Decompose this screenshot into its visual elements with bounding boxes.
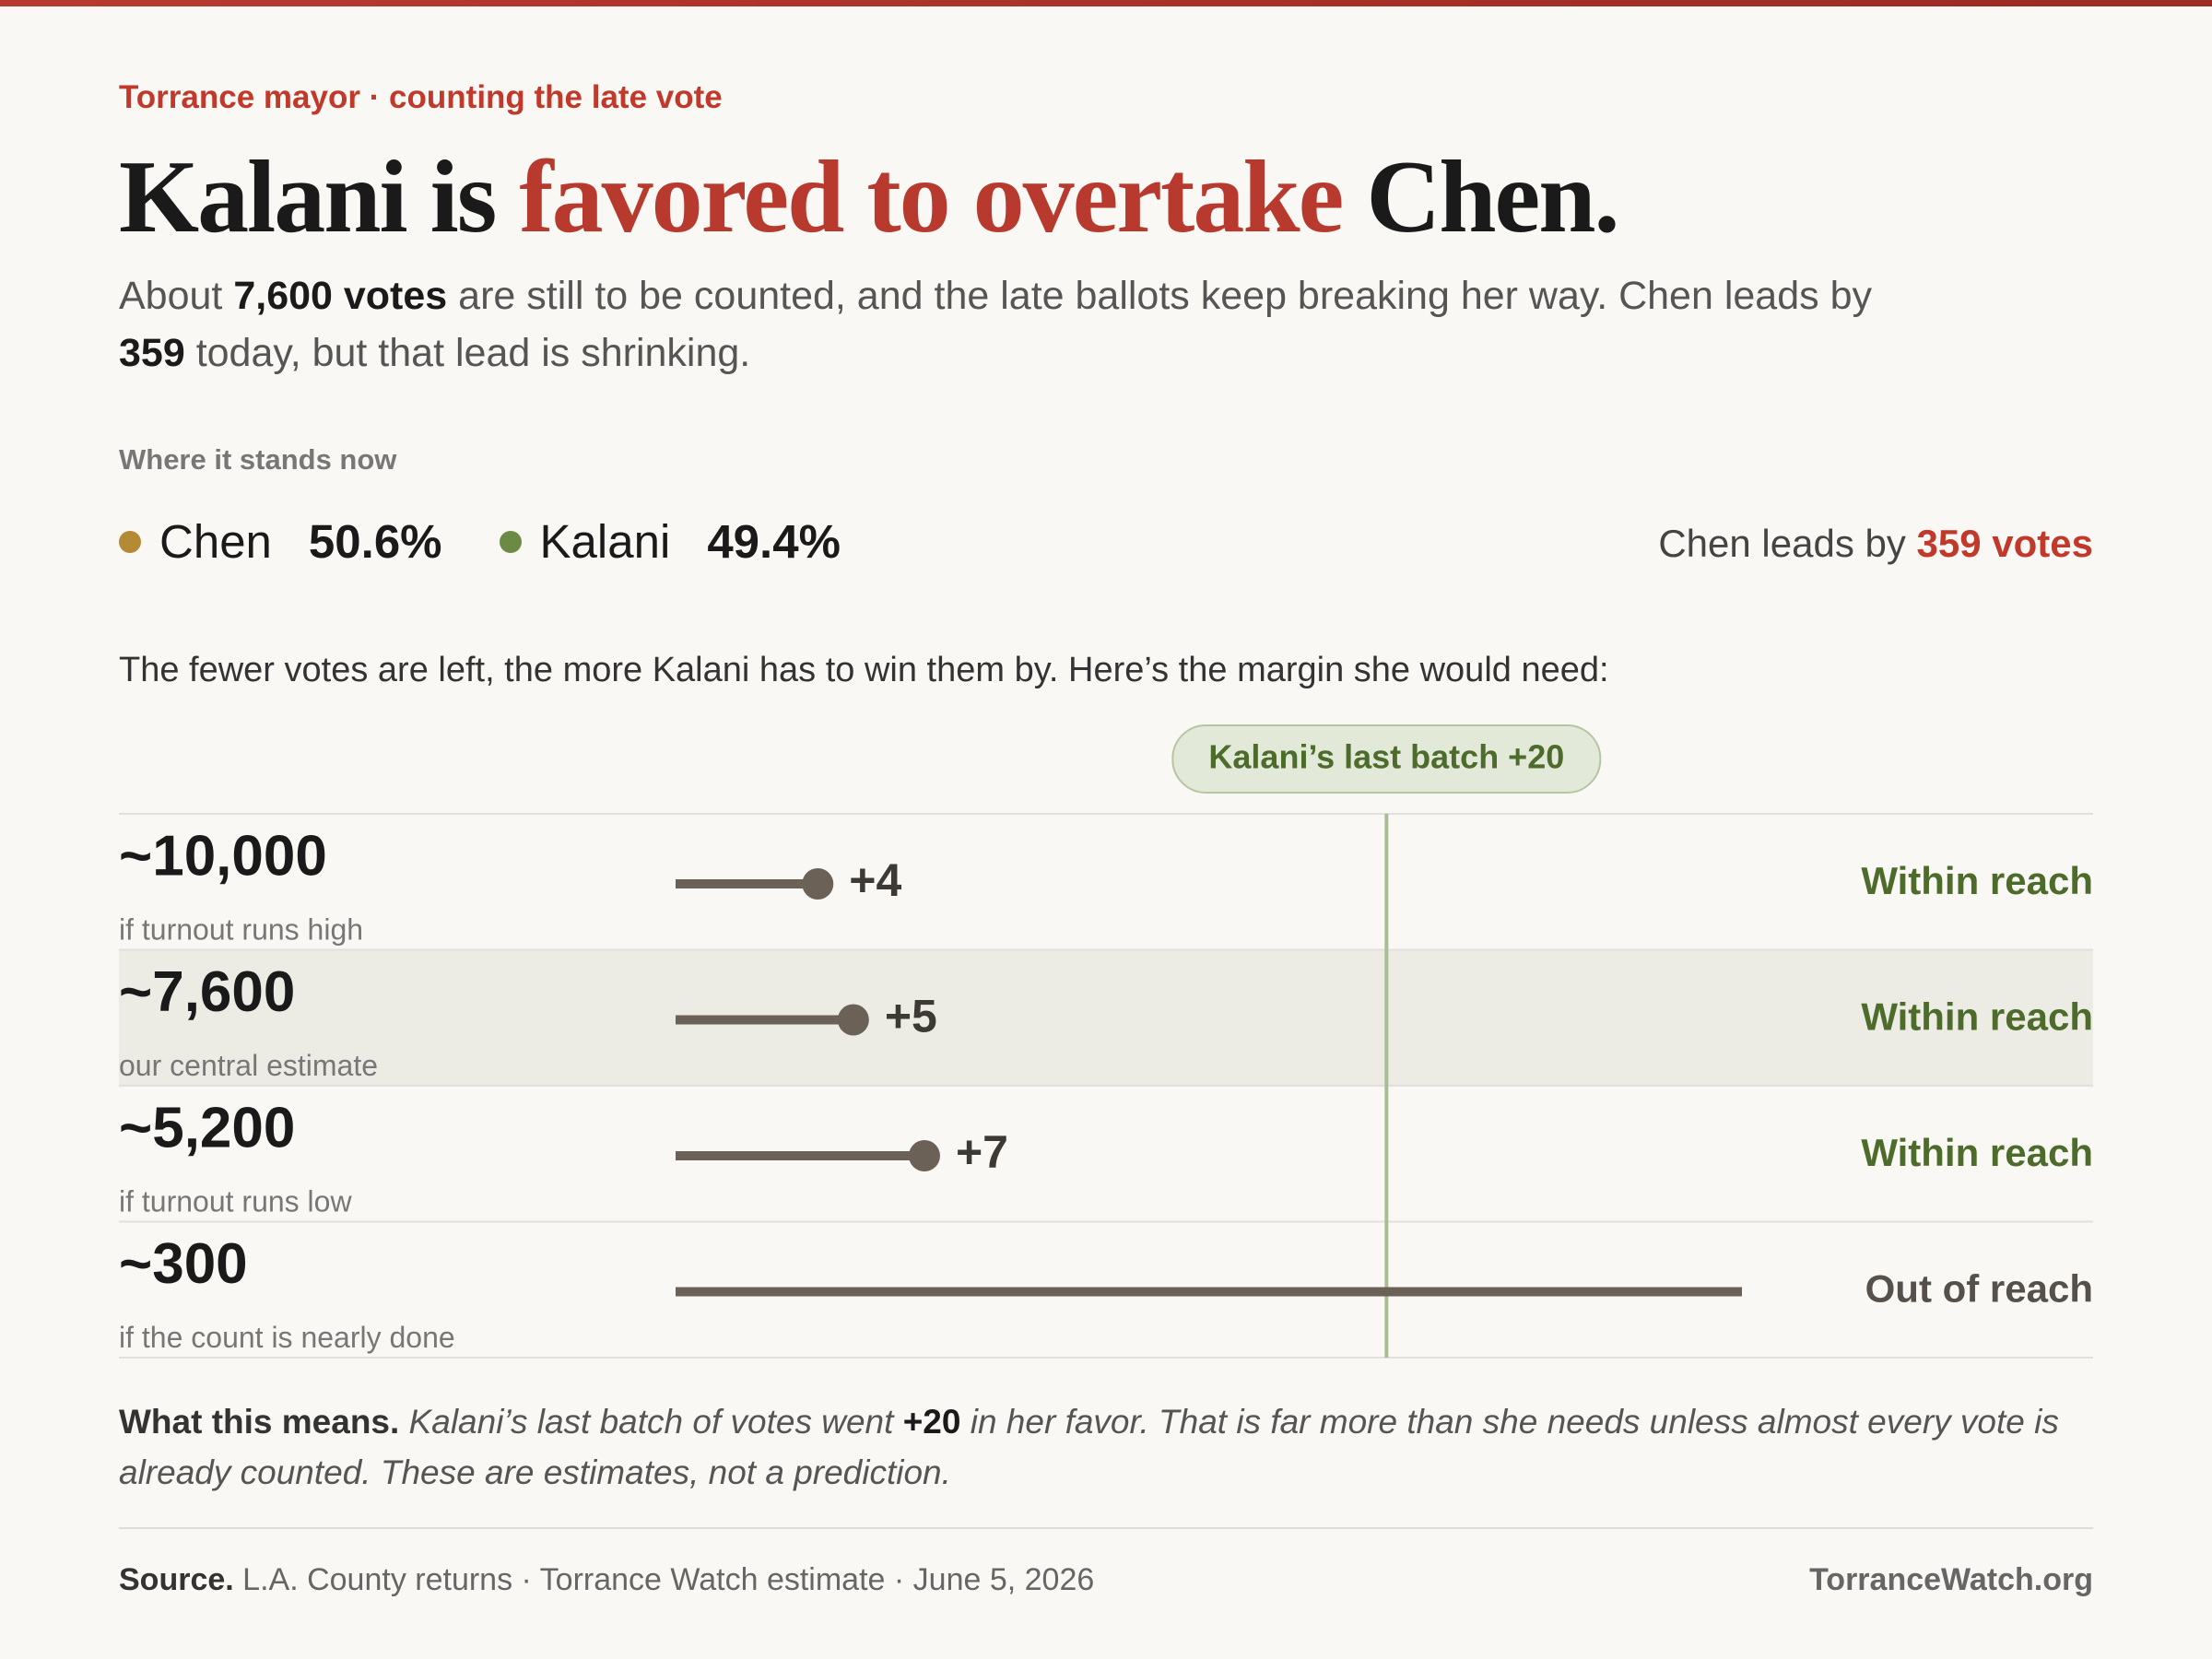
dek-bold: 359	[119, 331, 185, 375]
source-text: L.A. County returns · Torrance Watch est…	[233, 1562, 1095, 1597]
headline-text: Kalani is	[119, 140, 520, 254]
dek-text: today, but that lead is shrinking.	[184, 331, 751, 375]
intro: The fewer votes are left, the more Kalan…	[119, 651, 1609, 689]
candidates: Chen 50.6% Kalani 49.4%	[119, 514, 841, 569]
lead-value: 359 votes	[1916, 522, 2093, 565]
row-description: if turnout runs high	[119, 912, 363, 946]
dek-bold: 7,600 votes	[233, 274, 448, 318]
standing-label: Where it stands now	[119, 443, 397, 476]
lollipop-dot	[908, 1140, 940, 1171]
candidate-name: Kalani	[539, 515, 671, 568]
status-label: Within reach	[1861, 1131, 2093, 1174]
top-bar	[0, 0, 2212, 6]
dek-text: are still to be counted, and the late ba…	[447, 274, 1872, 318]
row-label: ~300	[119, 1232, 248, 1296]
kicker: Torrance mayor · counting the late vote	[119, 79, 723, 115]
candidate-share: 50.6%	[308, 515, 442, 568]
reference-badge	[1171, 724, 1602, 794]
row-label: ~10,000	[119, 824, 327, 888]
divider	[119, 1527, 2093, 1529]
value-label: +4	[849, 854, 901, 906]
value-label: +7	[956, 1126, 1008, 1178]
legend-dot	[119, 530, 141, 553]
lead-text: Chen leads by	[1658, 522, 1917, 565]
note-text: in her favor. That is far more than she …	[119, 1403, 2059, 1491]
row-label: ~5,200	[119, 1096, 295, 1159]
lead: Chen leads by 359 votes	[1658, 522, 2093, 566]
plot-area	[676, 868, 1742, 1297]
dek-text: About	[119, 274, 234, 318]
highlight-row	[119, 949, 2093, 1086]
row-description: if the count is nearly done	[119, 1321, 455, 1354]
note-text: Kalani’s last batch of votes went	[399, 1403, 903, 1441]
reference-label: Kalani’s last batch +20	[1208, 738, 1564, 776]
lollipop-dot	[837, 1004, 869, 1036]
row-label: ~7,600	[119, 960, 295, 1024]
site: TorranceWatch.org	[1809, 1562, 2093, 1597]
candidate-name: Chen	[159, 515, 272, 568]
headline-text: Chen.	[1342, 140, 1619, 254]
candidate: Chen 50.6%	[119, 514, 442, 569]
legend-dot	[499, 530, 522, 553]
headline-highlight: favored to overtake	[519, 140, 1344, 254]
candidate: Kalani 49.4%	[499, 514, 841, 569]
note: What this means. Kalani’s last batch of …	[119, 1396, 2100, 1498]
status-label: Within reach	[1861, 995, 2093, 1039]
dek: About 7,600 votes are still to be counte…	[119, 267, 1916, 382]
note-bold: +20	[902, 1403, 961, 1441]
source-label: Source.	[119, 1562, 234, 1597]
source: Source. L.A. County returns · Torrance W…	[119, 1562, 1094, 1598]
candidate-share: 49.4%	[707, 515, 841, 568]
headline: Kalani is favored to overtake Chen.	[119, 138, 1620, 257]
note-lead: What this means.	[119, 1403, 400, 1441]
status-label: Within reach	[1861, 859, 2093, 902]
value-label: +5	[885, 991, 937, 1042]
row-description: our central estimate	[119, 1049, 378, 1082]
row-description: if turnout runs low	[119, 1184, 352, 1218]
status-label: Out of reach	[1865, 1267, 2093, 1311]
lollipop-dot	[802, 868, 834, 900]
